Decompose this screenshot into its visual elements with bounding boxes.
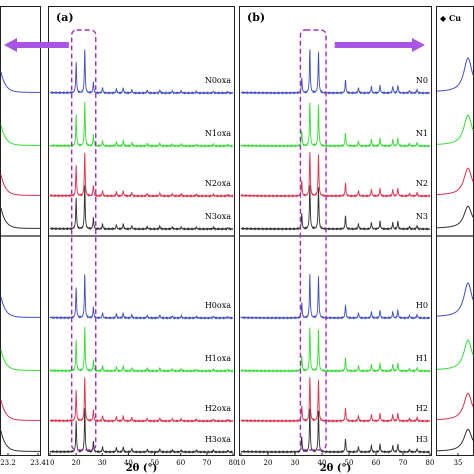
zoom-right-line-H0: [436, 282, 474, 317]
zoom-right-line-N2: [436, 167, 474, 196]
x-tick-label-10: 10: [46, 459, 55, 467]
series-line-N3: [240, 185, 431, 231]
zoom-left-line-H0oxa: [0, 296, 40, 318]
series-label-N0oxa: N0oxa: [205, 76, 231, 85]
series-line-H3oxa: [49, 408, 234, 454]
text-layer: N0oxa N1oxa N2oxa N3oxa H0oxa H1oxa H2oxa H3oxa…: [0, 11, 462, 474]
series-label-H3: H3: [416, 435, 428, 444]
zoom-left-tick-label-0: 23.2: [0, 459, 16, 467]
series-line-N2: [240, 152, 431, 198]
x-tick-label-80: 80: [426, 459, 435, 467]
zoom-right-line-H3: [436, 428, 474, 452]
zoom-right-line-N1: [436, 114, 474, 145]
legend-cu: ◆ Cu: [440, 13, 461, 23]
x-tick-label-70: 70: [399, 459, 408, 467]
zoom-right-line-N3: [436, 205, 474, 229]
series-line-N0oxa: [49, 49, 234, 96]
series-line-N2oxa: [49, 152, 234, 198]
overlays: [4, 29, 425, 451]
panel-frame-1: [48, 6, 235, 456]
zoom-left-line-N1oxa: [0, 124, 40, 146]
panel-label-2: (b): [247, 11, 265, 24]
series-line-H0oxa: [49, 274, 234, 321]
series-line-N1: [240, 102, 431, 148]
x-tick-label-40: 40: [124, 459, 133, 467]
x-tick-label-20: 20: [264, 459, 273, 467]
series-line-H1oxa: [49, 326, 234, 373]
diffraction-series: [0, 49, 474, 454]
series-line-H2oxa: [49, 377, 234, 423]
x-tick-label-80: 80: [229, 459, 238, 467]
zoom-left-line-H1oxa: [0, 349, 40, 371]
highlight-box-2: [299, 29, 327, 451]
panel-label-1: (a): [56, 11, 74, 24]
highlight-box-1: [70, 29, 97, 451]
arrow-left-head: [4, 38, 17, 52]
arrow-right-head: [412, 38, 425, 52]
series-label-N2oxa: N2oxa: [205, 179, 231, 188]
panel-frame-0: [0, 6, 41, 456]
x-axis-title-1: 2θ (°): [126, 463, 158, 474]
x-tick-label-60: 60: [372, 459, 381, 467]
series-line-H0: [240, 273, 431, 320]
series-label-N1oxa: N1oxa: [205, 129, 231, 138]
zoom-left-line-H2oxa: [0, 399, 40, 421]
series-line-N3oxa: [49, 185, 234, 232]
x-tick-label-10: 10: [237, 459, 246, 467]
zoom-right-line-H2: [436, 392, 474, 421]
zoom-left-line-N2oxa: [0, 174, 40, 196]
panel-frames: [0, 6, 474, 456]
zoom-left-line-H3oxa: [0, 430, 40, 452]
x-axis-title-2: 2θ (°): [320, 463, 352, 474]
series-line-H1: [240, 327, 431, 373]
panel-frame-3: [436, 6, 474, 456]
x-tick-label-20: 20: [72, 459, 81, 467]
series-label-H0: H0: [416, 301, 428, 310]
x-tick-label-50: 50: [150, 459, 159, 467]
x-tick-label-30: 30: [98, 459, 107, 467]
zoom-right-line-N0: [436, 57, 474, 92]
zoom-left-line-N0oxa: [0, 71, 40, 93]
zoom-right-tick-label-0: 35: [454, 459, 463, 467]
series-label-N3: N3: [416, 212, 428, 221]
panel-frame-2: [239, 6, 432, 456]
series-line-H2: [240, 377, 431, 423]
x-tick-label-70: 70: [202, 459, 211, 467]
series-label-N1: N1: [416, 129, 428, 138]
x-tick-label-50: 50: [345, 459, 354, 467]
series-line-N0: [240, 49, 431, 95]
series-label-H2: H2: [416, 404, 428, 413]
series-label-H3oxa: H3oxa: [205, 435, 231, 444]
series-label-N2: N2: [416, 179, 428, 188]
series-label-H1oxa: H1oxa: [205, 354, 231, 363]
series-label-H0oxa: H0oxa: [205, 301, 231, 310]
series-label-H2oxa: H2oxa: [205, 404, 231, 413]
series-label-N0: N0: [416, 76, 428, 85]
series-line-H3: [240, 408, 431, 454]
x-tick-label-60: 60: [176, 459, 185, 467]
x-tick-label-40: 40: [318, 459, 327, 467]
series-line-N1oxa: [49, 102, 234, 148]
series-label-N3oxa: N3oxa: [205, 212, 231, 221]
series-label-H1: H1: [416, 354, 428, 363]
zoom-left-line-N3oxa: [0, 207, 40, 229]
zoom-right-line-H1: [436, 339, 474, 370]
zoom-left-tick-label-1: 23.4: [30, 459, 46, 467]
x-tick-label-30: 30: [291, 459, 300, 467]
